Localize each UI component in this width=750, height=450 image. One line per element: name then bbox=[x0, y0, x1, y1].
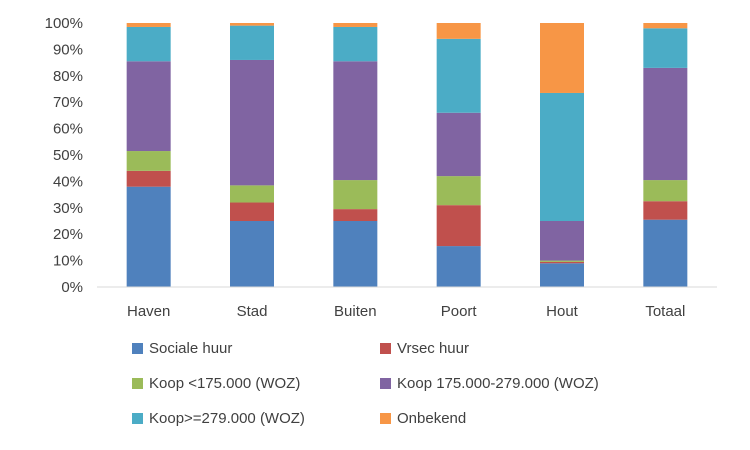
legend-label: Koop>=279.000 (WOZ) bbox=[149, 410, 305, 427]
legend-swatch bbox=[380, 413, 391, 424]
bar-segment-poort-0 bbox=[436, 246, 481, 287]
y-tick-label: 80% bbox=[53, 68, 83, 85]
bar-segment-stad-3 bbox=[230, 59, 274, 186]
y-tick-label: 0% bbox=[61, 279, 83, 296]
y-tick-label: 70% bbox=[53, 94, 83, 111]
legend-item: Onbekend bbox=[380, 410, 466, 427]
bar-segment-buiten-3 bbox=[333, 61, 378, 181]
bar-segment-hout-0 bbox=[540, 263, 584, 287]
legend-swatch bbox=[132, 343, 143, 354]
bar-segment-buiten-5 bbox=[333, 23, 378, 27]
bar-segment-haven-3 bbox=[126, 61, 171, 152]
y-tick-label: 40% bbox=[53, 173, 83, 190]
y-tick-label: 100% bbox=[45, 15, 83, 32]
legend-label: Koop <175.000 (WOZ) bbox=[149, 375, 301, 392]
bar-segment-haven-1 bbox=[126, 170, 171, 187]
bar-segment-haven-0 bbox=[126, 186, 171, 287]
y-tick-label: 50% bbox=[53, 147, 83, 164]
x-tick-label: Poort bbox=[441, 303, 478, 320]
bar-segment-hout-4 bbox=[540, 92, 584, 222]
x-tick-label: Buiten bbox=[334, 303, 377, 320]
bar-segment-totaal-2 bbox=[643, 180, 688, 202]
legend-label: Koop 175.000-279.000 (WOZ) bbox=[397, 375, 599, 392]
bar-segment-haven-5 bbox=[126, 23, 171, 27]
bar-segment-buiten-2 bbox=[333, 180, 378, 210]
legend-item: Koop <175.000 (WOZ) bbox=[132, 375, 300, 392]
bar-segment-buiten-4 bbox=[333, 26, 378, 62]
x-tick-label: Totaal bbox=[645, 303, 685, 320]
bar-segment-totaal-1 bbox=[643, 201, 688, 220]
y-tick-label: 30% bbox=[53, 200, 83, 217]
x-tick-label: Stad bbox=[237, 303, 268, 320]
y-tick-label: 60% bbox=[53, 121, 83, 138]
legend-item: Sociale huur bbox=[132, 340, 232, 357]
bar-segment-totaal-0 bbox=[643, 219, 688, 287]
bar-segment-hout-5 bbox=[540, 23, 584, 93]
x-tick-label: Haven bbox=[127, 303, 170, 320]
bar-segment-stad-5 bbox=[230, 23, 274, 26]
bar-segment-stad-1 bbox=[230, 202, 274, 221]
bar-segment-buiten-0 bbox=[333, 221, 378, 287]
bar-segment-hout-2 bbox=[540, 260, 584, 262]
bar-segment-poort-4 bbox=[436, 38, 481, 113]
bar-segment-poort-2 bbox=[436, 176, 481, 206]
legend-swatch bbox=[380, 378, 391, 389]
legend-label: Onbekend bbox=[397, 410, 467, 427]
legend-label: Sociale huur bbox=[149, 340, 233, 357]
legend-item: Koop 175.000-279.000 (WOZ) bbox=[380, 375, 599, 392]
bar-segment-totaal-4 bbox=[643, 28, 688, 68]
bars bbox=[126, 23, 688, 287]
legend-swatch bbox=[132, 413, 143, 424]
x-axis: Haven Stad Buiten Poort Hout Totaal bbox=[97, 286, 717, 320]
bar-segment-totaal-5 bbox=[643, 23, 688, 29]
legend-item: Koop>=279.000 (WOZ) bbox=[132, 410, 305, 427]
bar-segment-poort-5 bbox=[436, 23, 481, 39]
bar-segment-poort-3 bbox=[436, 112, 481, 177]
x-tick-label: Hout bbox=[546, 303, 579, 320]
legend-swatch bbox=[132, 378, 143, 389]
bar-segment-haven-2 bbox=[126, 151, 171, 171]
bar-segment-stad-0 bbox=[230, 221, 274, 287]
y-tick-label: 90% bbox=[53, 41, 83, 58]
bar-segment-poort-1 bbox=[436, 205, 481, 247]
bar-segment-haven-4 bbox=[126, 26, 171, 62]
bar-segment-hout-3 bbox=[540, 221, 584, 261]
legend-swatch bbox=[380, 343, 391, 354]
bar-segment-hout-1 bbox=[540, 261, 584, 264]
y-tick-label: 20% bbox=[53, 226, 83, 243]
y-axis: 0% 10% 20% 30% 40% 50% 60% 70% 80% 90% 100% bbox=[45, 15, 83, 296]
y-tick-label: 10% bbox=[53, 253, 83, 270]
bar-segment-stad-4 bbox=[230, 25, 274, 60]
legend-label: Vrsec huur bbox=[397, 340, 469, 357]
bar-segment-stad-2 bbox=[230, 185, 274, 203]
bar-segment-totaal-3 bbox=[643, 67, 688, 181]
bar-segment-buiten-1 bbox=[333, 209, 378, 221]
legend-item: Vrsec huur bbox=[380, 340, 469, 357]
